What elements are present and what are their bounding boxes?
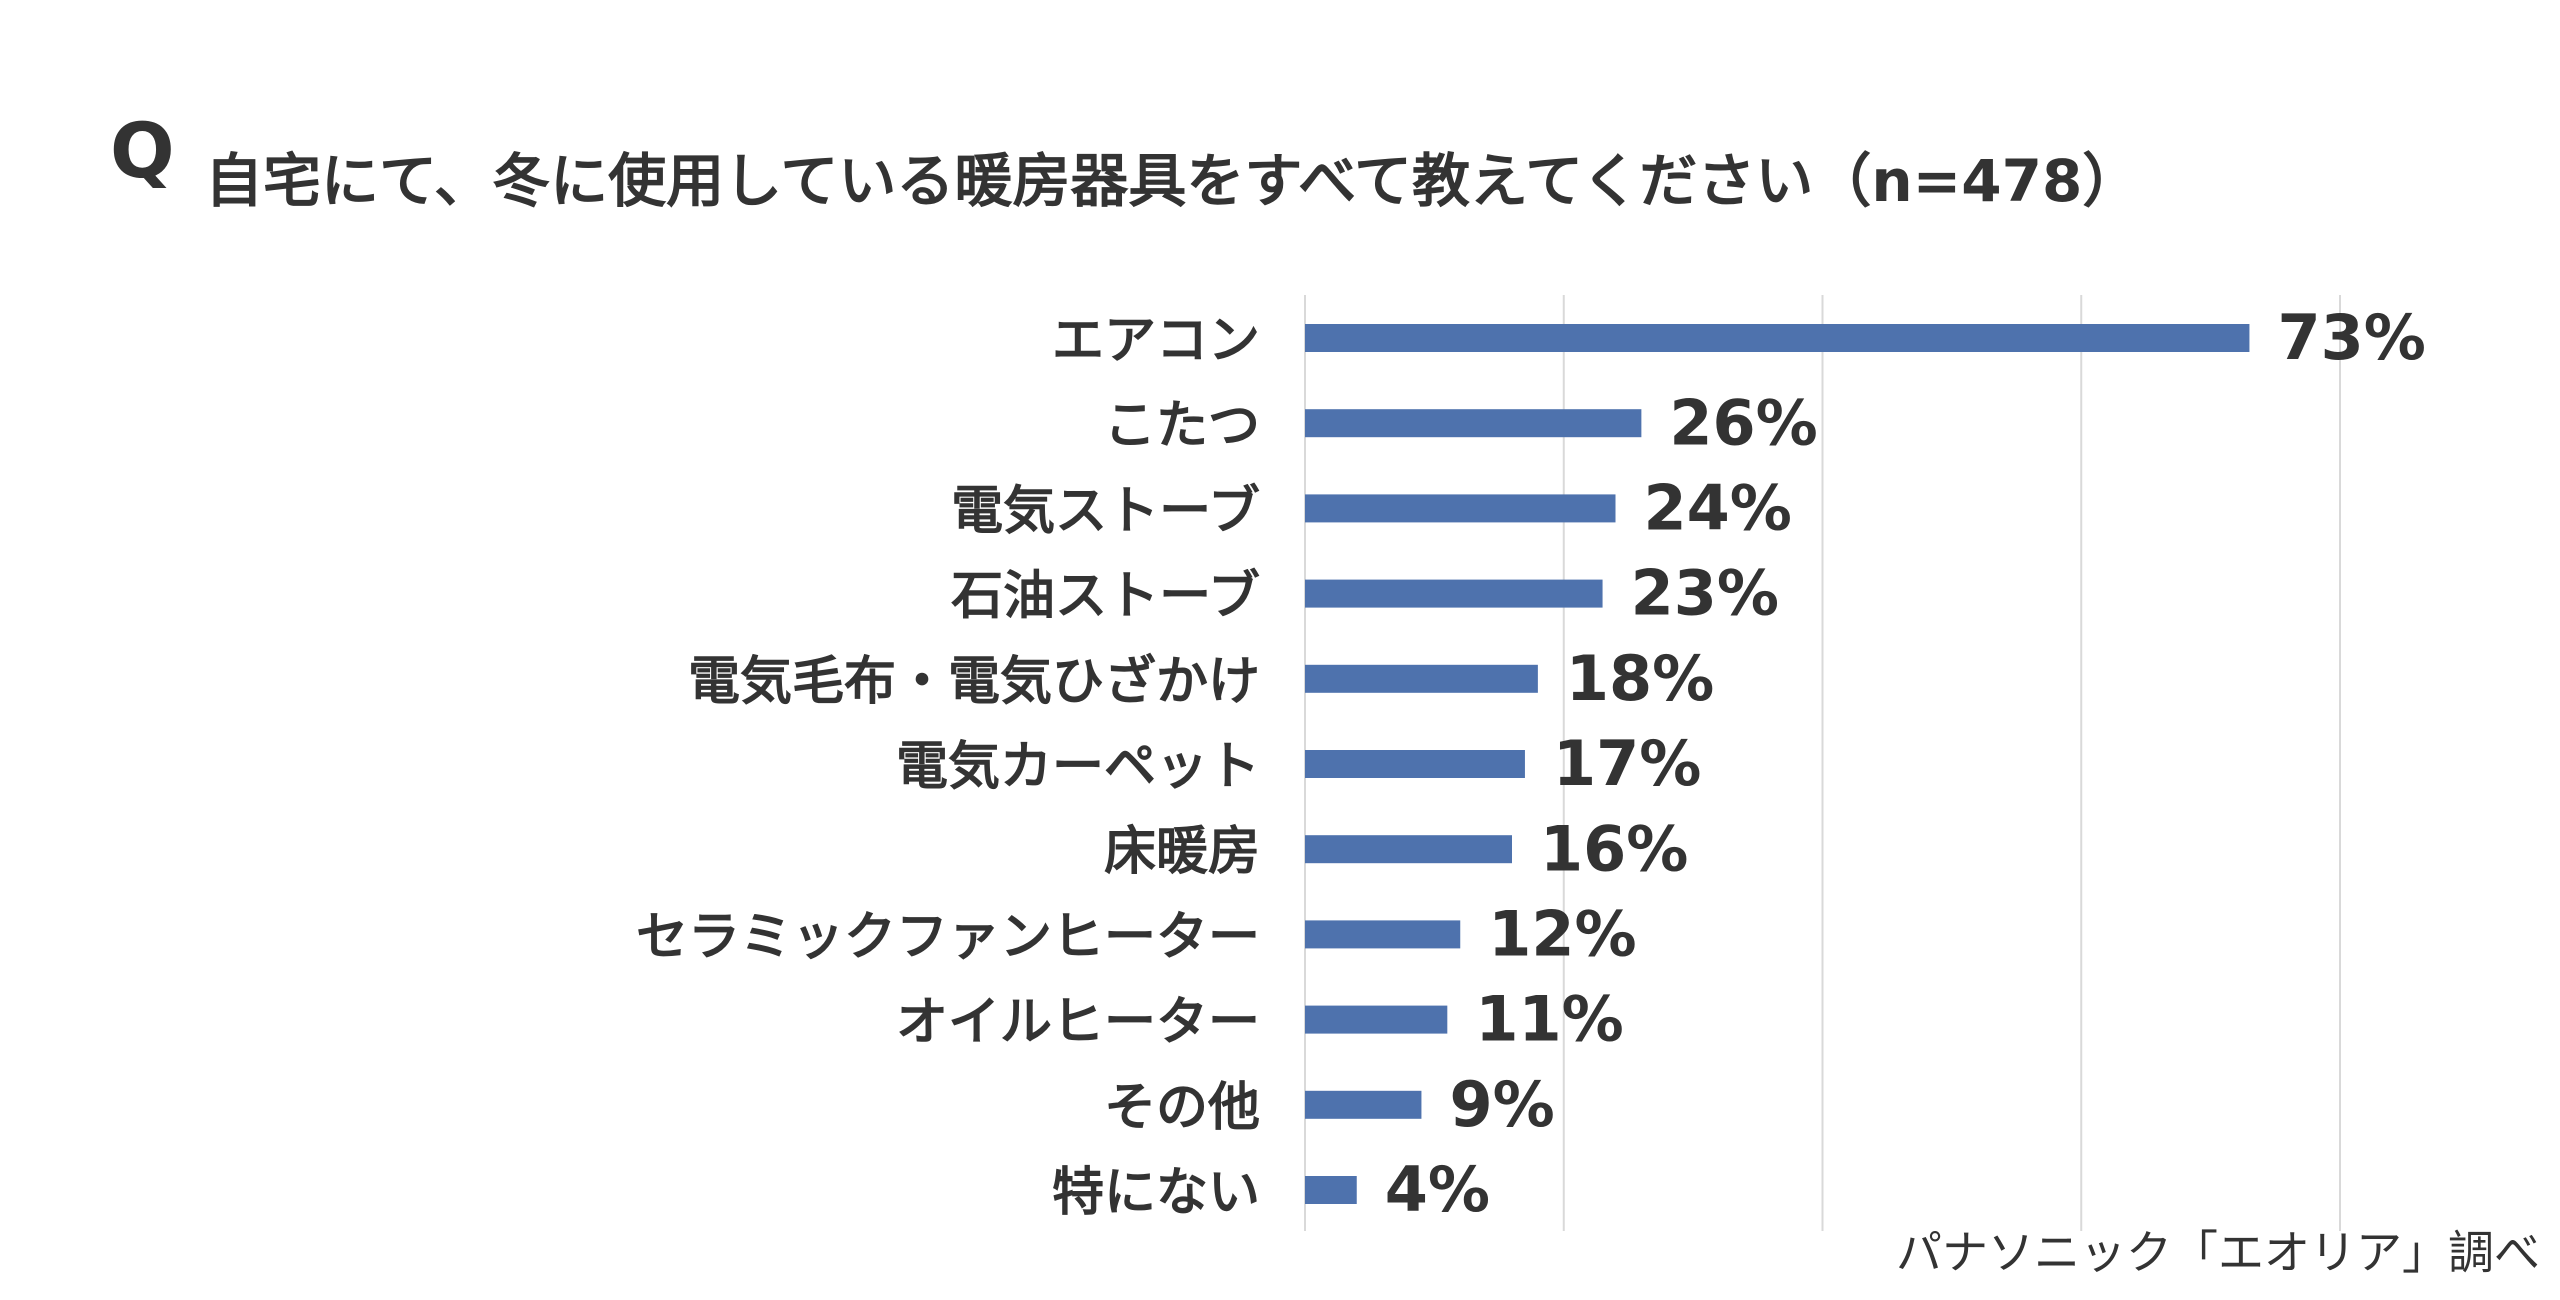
source: パナソニック「エオリア」調べ xyxy=(1896,1226,2540,1280)
category-label: 特にない xyxy=(1052,1163,1260,1223)
bar xyxy=(1305,409,1642,438)
value-label: 9% xyxy=(1449,1068,1554,1141)
category-label: セラミックファンヒーター xyxy=(636,907,1260,967)
category-label: 床暖房 xyxy=(1104,822,1260,882)
chart-title: 自宅にて、冬に使用している暖房器具をすべて教えてください（n=478） xyxy=(205,147,2140,215)
value-label: 73% xyxy=(2277,301,2425,374)
value-label: 16% xyxy=(1540,812,1688,885)
value-label: 17% xyxy=(1553,727,1701,800)
value-label: 12% xyxy=(1488,897,1636,970)
bar xyxy=(1305,324,2250,352)
bar xyxy=(1305,750,1525,778)
value-label: 18% xyxy=(1566,642,1714,715)
value-label: 23% xyxy=(1631,557,1779,630)
category-label: こたつ xyxy=(1104,396,1260,456)
bar xyxy=(1305,1176,1357,1204)
category-label: 電気毛布・電気ひざかけ xyxy=(688,652,1260,712)
value-label: 24% xyxy=(1644,471,1792,544)
category-label: エアコン xyxy=(1052,311,1260,371)
question-mark: Q xyxy=(110,106,175,195)
bar xyxy=(1305,1005,1448,1034)
bar xyxy=(1305,1090,1422,1119)
bar xyxy=(1305,494,1616,523)
category-label: オイルヒーター xyxy=(896,993,1260,1053)
bar xyxy=(1305,920,1461,949)
bar xyxy=(1305,835,1512,864)
bar xyxy=(1305,579,1603,608)
category-label: その他 xyxy=(1104,1078,1260,1138)
bar xyxy=(1305,664,1538,693)
value-label: 26% xyxy=(1669,386,1817,459)
value-label: 11% xyxy=(1475,983,1623,1056)
category-label: 電気ストーブ xyxy=(951,481,1260,541)
category-label: 電気カーペット xyxy=(896,737,1260,797)
value-label: 4% xyxy=(1385,1153,1490,1226)
category-label: 石油ストーブ xyxy=(951,567,1260,627)
